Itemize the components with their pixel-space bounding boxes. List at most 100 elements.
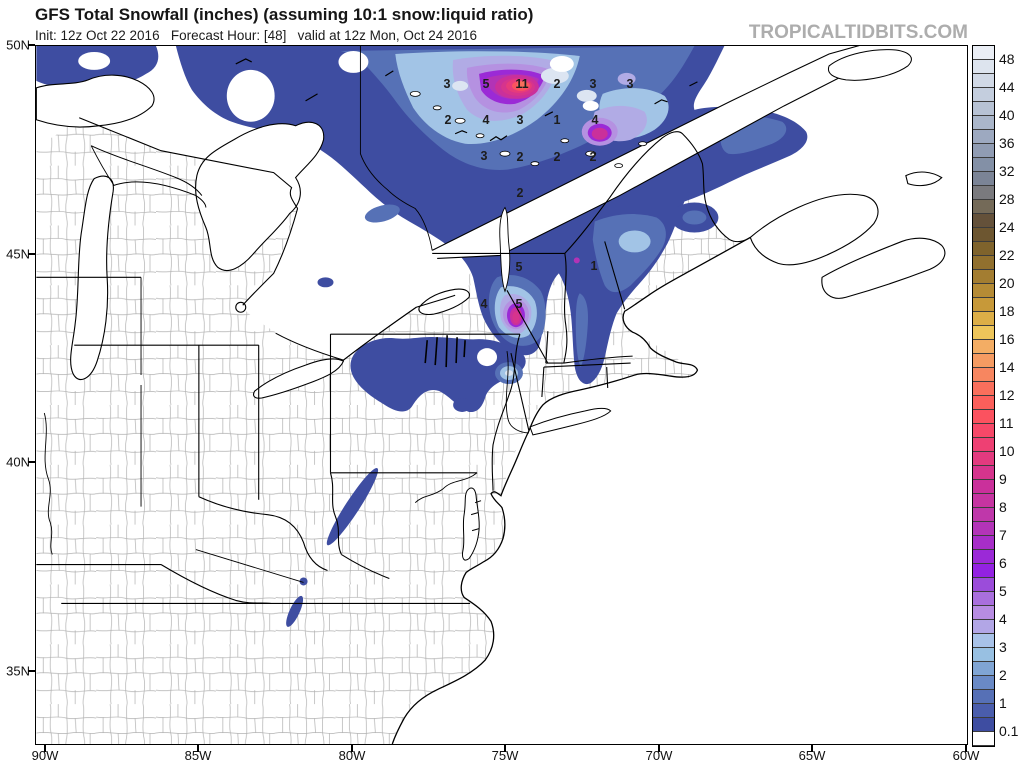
lat-tick <box>28 253 35 255</box>
lake-huron <box>195 121 325 272</box>
snowfall-max-label: 4 <box>480 297 488 311</box>
colorbar-cell <box>973 732 994 746</box>
colorbar-cell <box>973 144 994 158</box>
snowfall-max-label: 2 <box>553 150 561 164</box>
colorbar-cell <box>973 60 994 74</box>
tropicaltidbits-watermark: TROPICALTIDBITS.COM <box>748 22 968 43</box>
lon-label: 85W <box>184 748 212 763</box>
colorbar-cell <box>973 578 994 592</box>
colorbar-tick-label: 28 <box>999 191 1015 207</box>
colorbar-cell <box>973 158 994 172</box>
snowfall-max-label: 2 <box>589 150 597 164</box>
colorbar-cell <box>973 214 994 228</box>
lon-tick <box>811 745 813 752</box>
colorbar-tick-label: 10 <box>999 443 1015 459</box>
great-lakes <box>36 49 912 399</box>
lat-label: 40N <box>6 454 30 470</box>
colorbar-tick-label: 6 <box>999 555 1007 571</box>
colorbar-cell <box>973 256 994 270</box>
colorbar-cell <box>973 228 994 242</box>
colorbar-cell <box>973 340 994 354</box>
colorbar-cell <box>973 410 994 424</box>
colorbar-cell <box>973 88 994 102</box>
lon-tick <box>44 745 46 752</box>
snowfall-max-label: 4 <box>591 113 599 127</box>
lat-tick <box>28 44 35 46</box>
lat-label: 50N <box>6 37 30 53</box>
colorbar-tick-label: 4 <box>999 611 1007 627</box>
snowfall-max-label: 2 <box>553 77 561 91</box>
colorbar-cell <box>973 536 994 550</box>
colorbar-tick-label: 44 <box>999 79 1015 95</box>
colorbar-tick-label: 14 <box>999 359 1015 375</box>
lat-tick <box>28 461 35 463</box>
lon-label: 80W <box>338 748 366 763</box>
new-brunswick <box>749 193 879 266</box>
anticosti-island <box>827 49 912 81</box>
maine-border <box>564 131 751 254</box>
snowfall-max-label: 5 <box>515 297 523 311</box>
map-canvas <box>35 45 968 745</box>
colorbar-tick-label: 48 <box>999 51 1015 67</box>
lp-north-shore <box>112 181 207 208</box>
lake-squiggle-marks <box>235 58 698 142</box>
lon-label: 65W <box>798 748 826 763</box>
snowfall-max-label: 3 <box>516 113 524 127</box>
lon-label: 90W <box>31 748 59 763</box>
colorbar-cell <box>973 326 994 340</box>
colorbar-cell <box>973 298 994 312</box>
colorbar-tick-label: 40 <box>999 107 1015 123</box>
lon-label: 75W <box>491 748 519 763</box>
snowfall-max-label: 2 <box>516 186 524 200</box>
snowfall-max-label: 1 <box>590 259 598 273</box>
snowfall-max-label: 3 <box>443 77 451 91</box>
colorbar-cell <box>973 606 994 620</box>
snowfall-max-label: 3 <box>589 77 597 91</box>
lake-superior <box>36 74 155 128</box>
us-canada-border <box>79 117 299 209</box>
colorbar-cell <box>973 172 994 186</box>
prince-edward-island <box>905 171 943 187</box>
colorbar-cell <box>973 102 994 116</box>
colorbar-tick-label: 11 <box>999 415 1014 431</box>
lon-tick <box>658 745 660 752</box>
colorbar-cell <box>973 704 994 718</box>
finger-lakes <box>424 335 466 368</box>
ontario-quebec-border <box>359 46 433 251</box>
colorbar-tick-label: 20 <box>999 275 1015 291</box>
colorbar-cell <box>973 284 994 298</box>
colorbar-cell <box>973 480 994 494</box>
small-lakes <box>409 90 647 169</box>
colorbar-cell <box>973 676 994 690</box>
potomac <box>414 472 478 504</box>
snowfall-max-label: 3 <box>626 77 634 91</box>
colorbar-cell <box>973 46 994 60</box>
colorbar-cell <box>973 354 994 368</box>
lake-champlain <box>499 206 511 293</box>
chesapeake-bay <box>462 487 480 561</box>
coastline <box>90 145 751 744</box>
long-island <box>529 407 612 436</box>
colorbar-cell <box>973 116 994 130</box>
lon-tick <box>351 745 353 752</box>
snowfall-colorbar <box>972 45 995 747</box>
colorbar-cell <box>973 550 994 564</box>
colorbar-cell <box>973 466 994 480</box>
colorbar-tick-label: 24 <box>999 219 1015 235</box>
maritimes <box>749 171 946 299</box>
colorbar-tick-label: 8 <box>999 499 1007 515</box>
colorbar-cell <box>973 424 994 438</box>
colorbar-cell <box>973 564 994 578</box>
colorbar-cell <box>973 130 994 144</box>
colorbar-cell <box>973 620 994 634</box>
colorbar-cell <box>973 452 994 466</box>
colorbar-tick-label: 3 <box>999 639 1007 655</box>
snow-contours <box>36 46 808 627</box>
colorbar-cell <box>973 74 994 88</box>
snowfall-max-label: 3 <box>480 149 488 163</box>
colorbar-cell <box>973 690 994 704</box>
colorbar-cell <box>973 368 994 382</box>
colorbar-cell <box>973 382 994 396</box>
colorbar-tick-label: 7 <box>999 527 1007 543</box>
colorbar-cell <box>973 662 994 676</box>
